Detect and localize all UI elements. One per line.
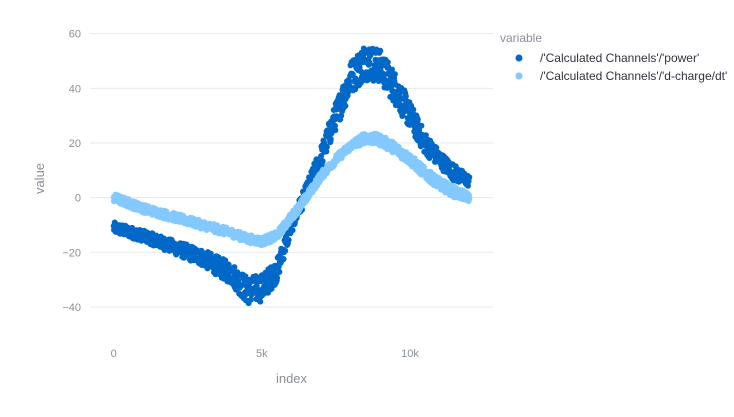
data-point[interactable] bbox=[366, 59, 373, 66]
data-point[interactable] bbox=[414, 116, 421, 123]
y-axis: −40 −20 0 20 40 60 bbox=[62, 29, 81, 314]
data-point[interactable] bbox=[466, 195, 473, 202]
data-point[interactable] bbox=[384, 59, 391, 66]
legend-marker bbox=[515, 72, 523, 80]
x-tick-label: 0 bbox=[111, 348, 117, 360]
data-point[interactable] bbox=[466, 174, 473, 181]
y-tick-label: −20 bbox=[62, 247, 81, 259]
data-point[interactable] bbox=[282, 247, 289, 254]
legend-title: variable bbox=[500, 31, 542, 45]
data-point[interactable] bbox=[207, 250, 214, 257]
x-axis: 0 5k 10k bbox=[111, 348, 420, 360]
data-point[interactable] bbox=[327, 136, 334, 143]
data-point[interactable] bbox=[323, 144, 330, 150]
series-1-points[interactable] bbox=[110, 45, 473, 307]
data-point[interactable] bbox=[418, 122, 425, 129]
data-point[interactable] bbox=[342, 102, 349, 109]
data-point[interactable] bbox=[280, 256, 287, 262]
data-point[interactable] bbox=[242, 273, 249, 280]
data-point[interactable] bbox=[377, 47, 384, 54]
data-point[interactable] bbox=[360, 45, 367, 52]
data-point[interactable] bbox=[410, 106, 417, 113]
data-point[interactable] bbox=[274, 275, 281, 281]
data-point[interactable] bbox=[247, 296, 254, 303]
data-point[interactable] bbox=[231, 264, 238, 271]
data-point[interactable] bbox=[323, 148, 330, 155]
data-point[interactable] bbox=[345, 89, 351, 96]
data-point[interactable] bbox=[254, 286, 261, 293]
data-point[interactable] bbox=[465, 182, 471, 189]
data-point[interactable] bbox=[285, 237, 292, 243]
y-tick-label: 20 bbox=[69, 138, 81, 150]
x-tick-label: 10k bbox=[401, 348, 419, 360]
grid bbox=[90, 33, 493, 308]
data-point[interactable] bbox=[389, 66, 395, 73]
data-point[interactable] bbox=[332, 127, 339, 134]
y-tick-label: 40 bbox=[69, 83, 81, 95]
plot-area[interactable] bbox=[110, 45, 473, 307]
data-point[interactable] bbox=[319, 158, 326, 165]
data-point[interactable] bbox=[402, 93, 409, 100]
data-point[interactable] bbox=[358, 68, 365, 75]
legend-label: /'Calculated Channels'/'d-charge/dt' bbox=[540, 69, 727, 83]
data-point[interactable] bbox=[276, 268, 283, 275]
legend-label: /'Calculated Channels'/'power' bbox=[540, 51, 699, 65]
data-point[interactable] bbox=[391, 71, 398, 78]
data-point[interactable] bbox=[289, 227, 296, 234]
y-tick-label: 60 bbox=[69, 29, 81, 41]
x-axis-title: index bbox=[276, 371, 308, 386]
data-point[interactable] bbox=[332, 122, 338, 129]
data-point[interactable] bbox=[318, 153, 325, 159]
data-point[interactable] bbox=[336, 92, 343, 99]
y-axis-title: value bbox=[32, 163, 47, 194]
data-point[interactable] bbox=[225, 261, 232, 268]
series-2-points[interactable] bbox=[110, 130, 473, 248]
data-point[interactable] bbox=[422, 132, 429, 139]
data-point[interactable] bbox=[257, 298, 264, 305]
y-tick-label: 0 bbox=[75, 193, 81, 205]
legend: variable /'Calculated Channels'/'power'/… bbox=[500, 31, 727, 83]
x-tick-label: 5k bbox=[256, 348, 268, 360]
data-point[interactable] bbox=[370, 77, 377, 84]
legend-items: /'Calculated Channels'/'power' /'Calculat… bbox=[515, 51, 727, 83]
legend-marker bbox=[515, 54, 523, 62]
y-tick-label: −40 bbox=[62, 302, 81, 314]
